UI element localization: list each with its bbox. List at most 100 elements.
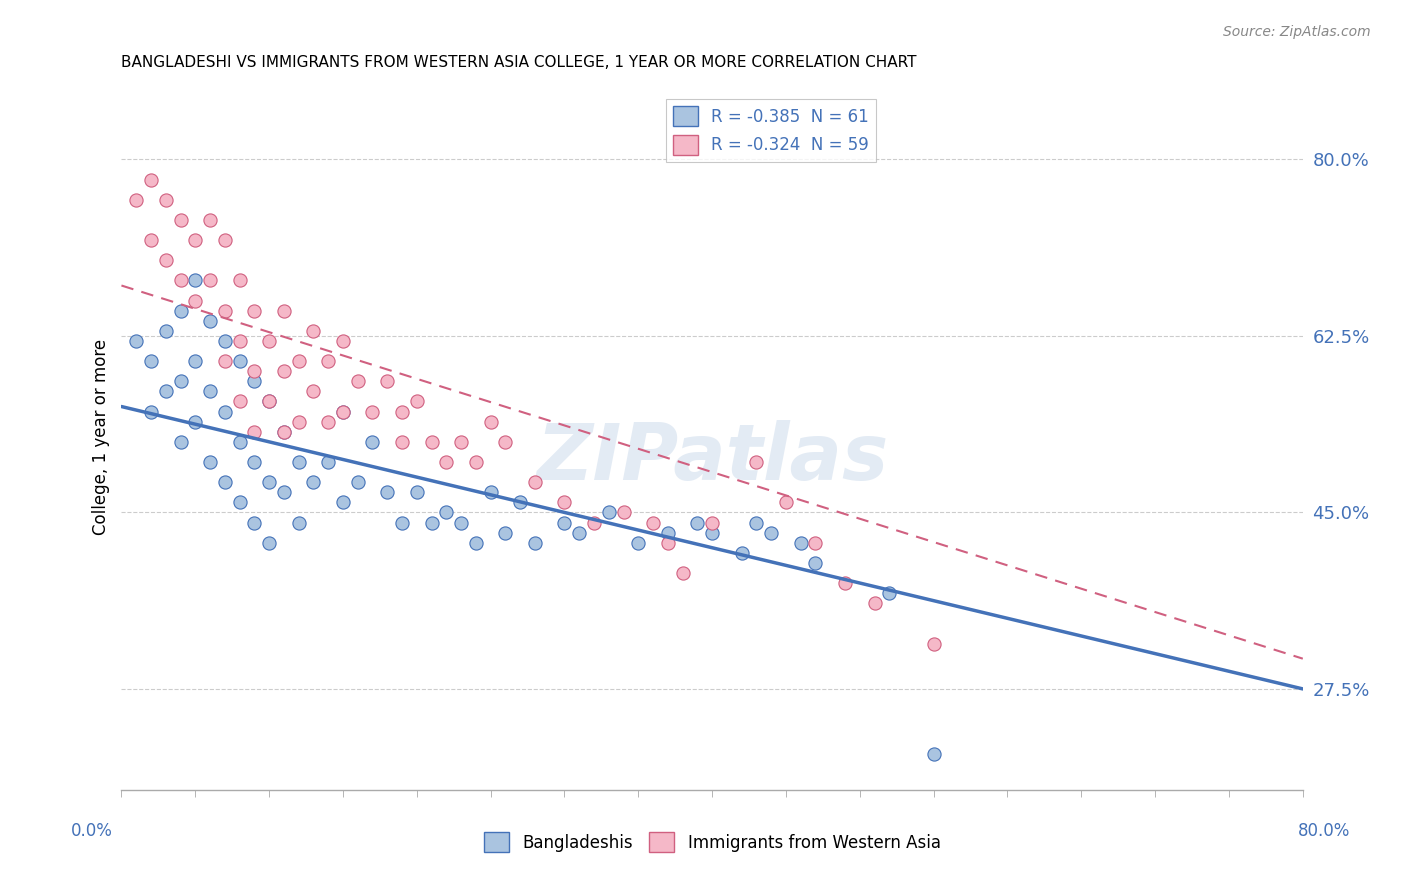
Point [361,434,384,449]
Point [391,434,413,449]
Point [553,516,575,530]
Point [700,516,723,530]
Point [198,273,221,287]
Point [287,354,309,368]
Point [598,505,620,519]
Point [169,434,191,449]
Point [273,364,295,378]
Point [302,475,325,490]
Point [228,273,250,287]
Point [332,404,354,418]
Point [375,374,398,388]
Point [361,404,384,418]
Point [287,415,309,429]
Point [834,576,856,591]
Point [863,596,886,610]
Point [627,535,650,549]
Point [184,293,207,308]
Point [184,233,207,247]
Point [804,535,827,549]
Point [273,485,295,500]
Point [790,535,813,549]
Point [198,384,221,399]
Point [139,172,162,186]
Point [228,334,250,348]
Point [523,535,546,549]
Point [184,354,207,368]
Point [257,394,280,409]
Point [228,354,250,368]
Point [922,747,945,762]
Point [332,495,354,509]
Point [257,475,280,490]
Point [155,253,177,268]
Point [243,303,266,318]
Point [657,525,679,540]
Point [302,324,325,338]
Point [287,455,309,469]
Point [332,334,354,348]
Point [612,505,634,519]
Point [273,303,295,318]
Point [494,525,516,540]
Point [804,556,827,570]
Point [745,516,768,530]
Point [228,394,250,409]
Point [405,394,427,409]
Point [464,455,486,469]
Point [761,525,783,540]
Point [273,425,295,439]
Point [346,374,368,388]
Point [879,586,901,600]
Point [405,485,427,500]
Point [243,516,266,530]
Point [479,415,502,429]
Point [184,273,207,287]
Y-axis label: College, 1 year or more: College, 1 year or more [93,339,110,535]
Point [139,354,162,368]
Point [184,415,207,429]
Point [494,434,516,449]
Point [139,233,162,247]
Point [243,455,266,469]
Point [316,354,339,368]
Point [671,566,693,580]
Point [332,404,354,418]
Point [214,354,236,368]
Point [287,516,309,530]
Point [214,233,236,247]
Point [198,314,221,328]
Point [214,404,236,418]
Point [257,394,280,409]
Point [479,485,502,500]
Text: ZIPatlas: ZIPatlas [536,420,889,496]
Point [391,516,413,530]
Point [391,404,413,418]
Point [214,303,236,318]
Point [375,485,398,500]
Point [302,384,325,399]
Point [553,495,575,509]
Point [420,516,443,530]
Point [509,495,531,509]
Text: BANGLADESHI VS IMMIGRANTS FROM WESTERN ASIA COLLEGE, 1 YEAR OR MORE CORRELATION : BANGLADESHI VS IMMIGRANTS FROM WESTERN A… [121,55,917,70]
Point [523,475,546,490]
Point [450,434,472,449]
Point [155,384,177,399]
Point [228,434,250,449]
Point [125,334,148,348]
Point [657,535,679,549]
Point [745,455,768,469]
Point [420,434,443,449]
Point [434,505,457,519]
Point [641,516,664,530]
Text: 80.0%: 80.0% [1298,822,1351,840]
Point [568,525,591,540]
Point [155,324,177,338]
Point [155,193,177,207]
Point [464,535,486,549]
Point [434,455,457,469]
Text: Source: ZipAtlas.com: Source: ZipAtlas.com [1223,25,1371,39]
Point [922,636,945,650]
Point [775,495,797,509]
